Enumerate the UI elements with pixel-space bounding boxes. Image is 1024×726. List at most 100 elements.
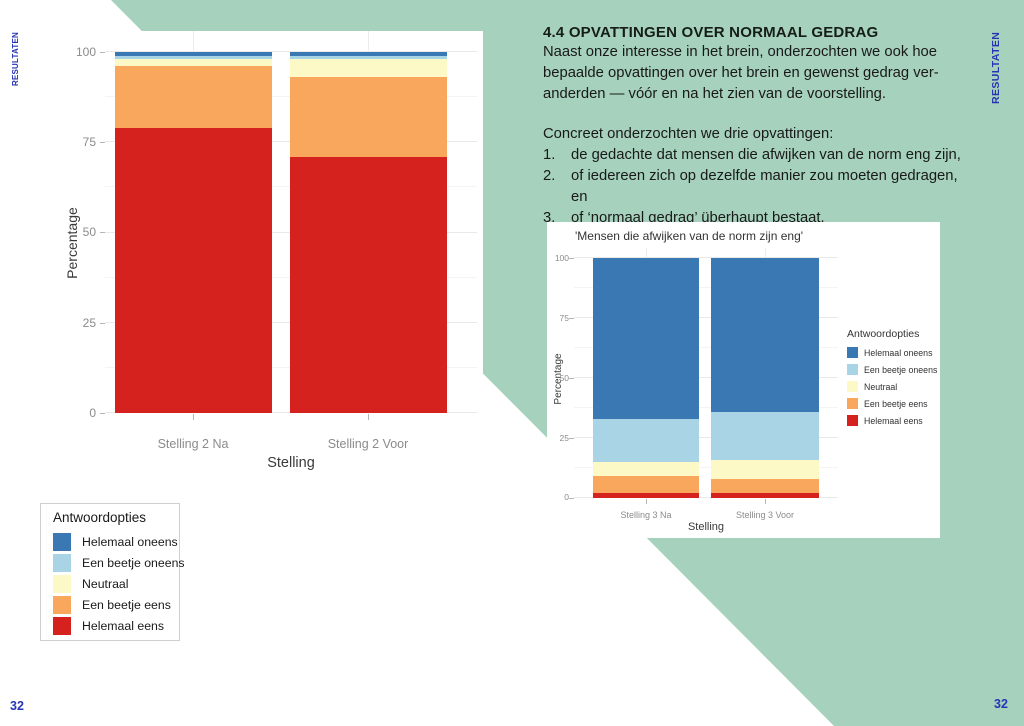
x-category-label: Stelling 2 Voor (327, 437, 409, 451)
gridline-minor (574, 407, 838, 408)
segment-helemaal-oneens (593, 258, 699, 419)
y-tick-mark (100, 52, 105, 53)
y-tick-mark (100, 232, 105, 233)
numbered-list: 1. de gedachte dat mensen die afwijken v… (543, 145, 993, 228)
list-item: 2. of iedereen zich op dezelfde manier z… (543, 166, 993, 208)
legend-item: Een beetje oneens (53, 554, 185, 572)
x-category-label: Stelling 2 Na (157, 437, 229, 451)
bars-layer (574, 258, 838, 498)
vertical-gridline-stub (765, 248, 766, 258)
x-tick-mark (765, 499, 766, 504)
legend-swatch (53, 596, 71, 614)
chart-legend: Antwoordopties Helemaal oneens Een beetje… (847, 328, 939, 432)
legend-item: Een beetje eens (53, 596, 179, 614)
list-text: de gedachte dat mensen die afwijken van … (571, 147, 961, 164)
spacer (543, 104, 993, 124)
legend-label: Helemaal oneens (82, 535, 178, 549)
section-heading: 4.4 OPVATTINGEN OVER NORMAAL GEDRAG (543, 24, 879, 41)
segment-neutraal (115, 59, 272, 67)
legend-title: Antwoordopties (53, 510, 147, 525)
y-axis-title: Percentage (64, 207, 80, 279)
segment-helemaal-oneens (115, 52, 272, 56)
stacked-bar-2 (290, 52, 447, 413)
x-category-label: Stelling 3 Na (620, 510, 672, 520)
segment-een-beetje-eens (711, 478, 819, 494)
legend-rows: Helemaal oneens Een beetje oneens Neutraal… (53, 533, 185, 635)
legend-box: Antwoordopties Helemaal oneens Een beetje… (40, 503, 185, 641)
segment-een-beetje-eens (290, 77, 447, 157)
list-intro: Concreet onderzochten we drie opvattinge… (543, 126, 834, 143)
segment-helemaal-eens (711, 493, 819, 498)
legend-swatch (847, 347, 858, 358)
x-tick-mark (368, 414, 369, 420)
gridline-major (574, 377, 838, 378)
legend-label: Een beetje oneens (864, 364, 938, 375)
list-text: of iedereen zich op dezelfde manier zou … (571, 167, 958, 184)
legend-swatch (847, 364, 858, 375)
gridline-major (574, 497, 838, 498)
plot-area (105, 51, 477, 413)
legend-swatch (53, 617, 71, 635)
list-number: 1. (543, 147, 556, 164)
y-tick-mark (100, 142, 105, 143)
page-number-left: 32 (10, 699, 24, 713)
y-tick-label: 25 (559, 433, 569, 443)
y-tick-label: 100 (75, 45, 96, 59)
paragraph-line: anderden — vóór en na het zien van de vo… (543, 85, 887, 102)
gridline-minor (574, 287, 838, 288)
y-tick-mark (569, 438, 574, 439)
legend-title: Antwoordopties (847, 328, 920, 340)
x-axis-title: Stelling (687, 521, 725, 533)
plot-area (574, 257, 838, 498)
legend-swatch (53, 575, 71, 593)
chart-title: 'Mensen die afwijken van de norm zijn en… (575, 229, 804, 243)
list-number: 3. (543, 209, 556, 226)
y-tick-mark (569, 378, 574, 379)
list-item: 1. de gedachte dat mensen die afwijken v… (543, 145, 993, 166)
x-tick-mark (193, 414, 194, 420)
segment-een-beetje-oneens (115, 55, 272, 60)
vertical-gridline-stub (646, 248, 647, 258)
legend-label: Helemaal eens (82, 619, 165, 633)
y-tick-label: 25 (82, 316, 96, 330)
x-category-label: Stelling 3 Voor (735, 510, 795, 520)
list-item: 3. of ‘normaal gedrag’ überhaupt bestaat… (543, 208, 993, 229)
y-tick-label: 75 (82, 135, 96, 149)
y-tick-mark (569, 318, 574, 319)
gridline-major (574, 317, 838, 318)
y-tick-mark (100, 323, 105, 324)
segment-een-beetje-oneens (290, 55, 447, 60)
list-number: 2. (543, 167, 556, 184)
vertical-gridline-stub (193, 31, 194, 52)
paragraph-line: bepaalde opvattingen over het brein en g… (543, 64, 939, 81)
gridline-major (105, 51, 477, 52)
gridline-major (574, 437, 838, 438)
legend-item: Helemaal oneens (53, 533, 179, 551)
segment-neutraal (711, 459, 819, 479)
segment-helemaal-oneens (290, 52, 447, 56)
legend-item: Helemaal eens (53, 617, 179, 635)
legend-swatch (53, 554, 71, 572)
list-text: en (571, 188, 588, 205)
legend-swatch (53, 533, 71, 551)
legend-label: Neutraal (864, 381, 898, 392)
gridline-minor (574, 467, 838, 468)
gridline-minor (574, 347, 838, 348)
legend-swatch (847, 398, 858, 409)
legend-item: Helemaal oneens (847, 347, 939, 358)
paragraph-line: Naast onze interesse in het brein, onder… (543, 44, 938, 60)
legend-label: Een beetje eens (864, 398, 928, 409)
bars-layer (105, 52, 477, 413)
legend-rows: Helemaal oneens Een beetje oneens Neutraal… (847, 347, 939, 426)
legend-item: Neutraal (53, 575, 179, 593)
segment-helemaal-oneens (711, 258, 819, 412)
segment-een-beetje-oneens (593, 418, 699, 463)
side-label-left: RESULTATEN (11, 32, 20, 86)
chart-stelling-3: 'Mensen die afwijken van de norm zijn en… (547, 222, 940, 538)
gridline-major (574, 257, 838, 258)
legend-label: Neutraal (82, 577, 129, 591)
y-tick-mark (100, 413, 105, 414)
segment-helemaal-eens (593, 493, 699, 498)
segment-neutraal (593, 462, 699, 477)
legend-item: Neutraal (847, 381, 939, 392)
